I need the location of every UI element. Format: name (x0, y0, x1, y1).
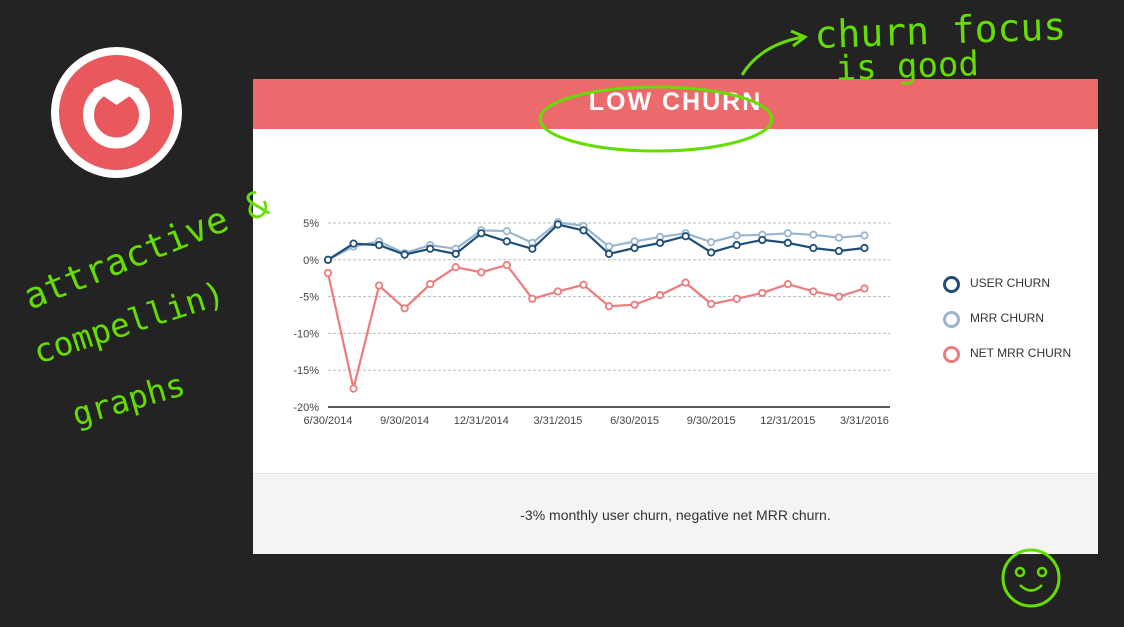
data-point (323, 255, 333, 264)
data-point (783, 279, 792, 289)
data-point (451, 249, 460, 259)
data-point (604, 302, 614, 311)
data-point (809, 287, 818, 296)
data-point (323, 268, 333, 278)
legend-item: NET MRR CHURN (943, 344, 1113, 366)
data-point (732, 231, 741, 240)
x-tick-label: 9/30/2015 (687, 415, 736, 427)
legend-label: USER CHURN (970, 276, 1051, 290)
legend-label: NET MRR CHURN (970, 346, 1072, 360)
note-left-line-1: attractive & (18, 183, 275, 319)
data-point (707, 299, 716, 309)
data-point (834, 246, 844, 256)
pocket-logo-icon (83, 79, 150, 149)
x-tick-label: 12/31/2014 (454, 415, 509, 427)
data-point (553, 220, 563, 229)
data-point (681, 278, 690, 287)
data-point (374, 240, 384, 250)
legend-item: MRR CHURN (943, 309, 1113, 331)
data-point (349, 239, 358, 248)
y-tick-label: -20% (293, 402, 319, 414)
data-point (860, 284, 869, 293)
data-point (604, 249, 614, 259)
data-point (400, 250, 409, 259)
data-point (783, 229, 792, 238)
data-point (681, 232, 690, 241)
note-left-line-2: compellin) (28, 273, 229, 371)
y-tick-label: -5% (299, 292, 319, 304)
slide-caption: -3% monthly user churn, negative net MRR… (520, 507, 831, 523)
legend-swatch-icon (943, 346, 960, 363)
annotation-arrow (740, 35, 804, 76)
series-line (326, 263, 865, 390)
legend-label: MRR CHURN (970, 311, 1044, 325)
data-point (604, 242, 614, 251)
x-tick-label: 12/31/2015 (760, 415, 815, 427)
legend-item: USER CHURN (943, 274, 1113, 296)
data-point (809, 230, 818, 239)
legend-swatch-icon (943, 276, 960, 293)
data-point (528, 244, 537, 253)
data-point (860, 231, 869, 240)
data-point (400, 304, 409, 313)
churn-line-chart: 5% 0% -5% -10% -15% -20%6/30/2014 9/30/2014 12/… (293, 218, 890, 427)
x-tick-label: 6/30/2015 (610, 415, 659, 427)
app-logo (51, 47, 182, 178)
x-tick-label: 9/30/2014 (380, 415, 429, 427)
data-point (630, 300, 639, 309)
note-top-line-1: churn focus (814, 4, 1067, 57)
data-point (477, 268, 486, 277)
data-point (451, 263, 460, 272)
data-point (860, 243, 869, 253)
data-point (553, 287, 563, 296)
y-tick-label: -10% (293, 328, 319, 340)
data-point (374, 281, 384, 290)
data-point (783, 238, 792, 247)
smiley-doodle-icon (1001, 548, 1061, 608)
series-line (327, 221, 865, 261)
data-point (707, 248, 716, 257)
data-point (834, 292, 844, 301)
slide-footer: -3% monthly user churn, negative net MRR… (253, 473, 1098, 554)
data-point (834, 233, 844, 242)
data-point (477, 229, 486, 238)
arrow-head-icon (790, 29, 808, 48)
x-tick-label: 6/30/2014 (304, 415, 353, 427)
data-point (732, 240, 741, 250)
data-point (426, 244, 435, 253)
data-point (502, 260, 511, 270)
data-point (809, 243, 818, 253)
data-point (630, 237, 639, 246)
y-tick-label: -15% (293, 365, 319, 377)
data-point (426, 279, 435, 289)
data-point (655, 238, 665, 247)
data-point (655, 291, 665, 300)
data-point (630, 243, 639, 253)
slide-card: LOW CHURN 5% 0% -5% -10% -15% -20% 6/30/2014 9/… (253, 79, 1098, 554)
data-point (579, 226, 588, 235)
data-point (758, 288, 767, 298)
series-line (327, 223, 865, 261)
legend-swatch-icon (943, 311, 960, 328)
y-tick-label: 0% (303, 255, 319, 267)
data-point (579, 280, 588, 289)
data-point (707, 238, 716, 247)
data-point (502, 237, 511, 246)
data-point (528, 294, 537, 303)
x-tick-label: 3/31/2015 (533, 415, 582, 427)
data-point (349, 384, 358, 393)
data-point (732, 294, 741, 303)
x-tick-label: 3/31/2016 (840, 415, 889, 427)
y-tick-label: 5% (303, 218, 319, 230)
note-left-line-3: graphs (68, 365, 190, 433)
data-point (502, 226, 511, 236)
data-point (758, 235, 767, 245)
logo-badge (59, 55, 174, 170)
